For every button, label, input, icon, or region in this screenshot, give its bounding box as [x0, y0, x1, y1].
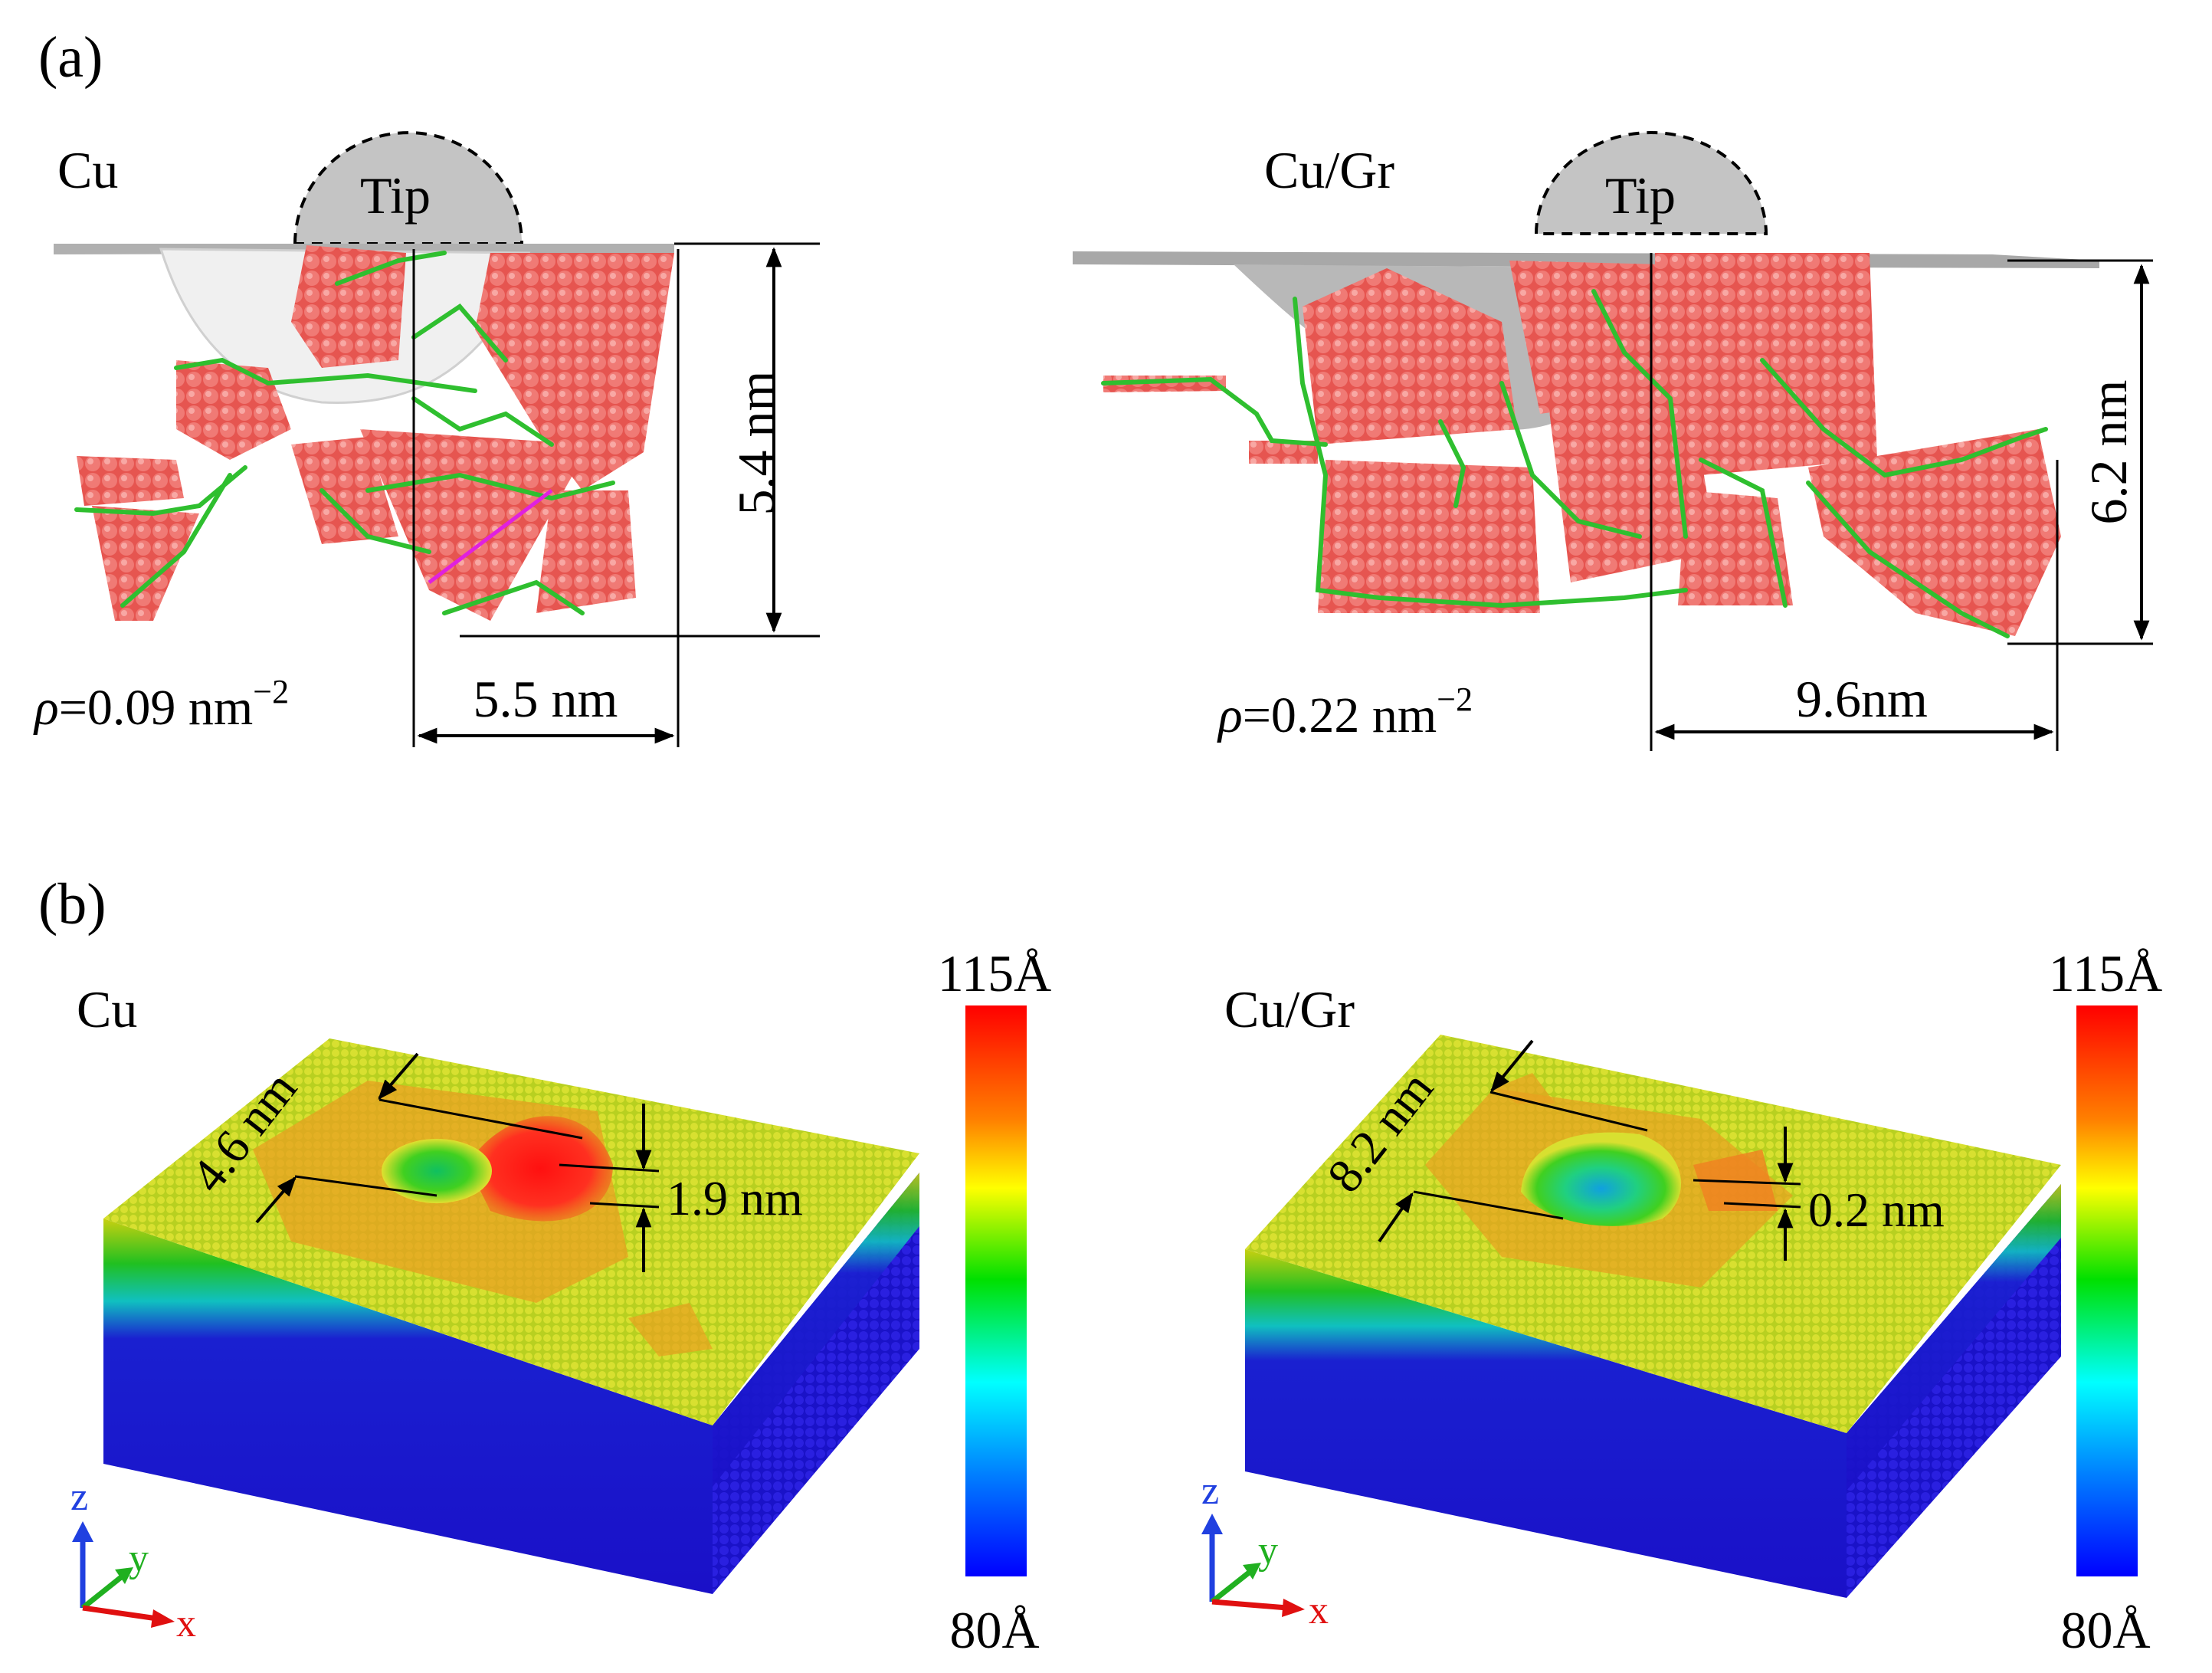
panel-a-cugr: Cu/Gr Tip 6.2 nm 9.6nm ρ=0.2	[1073, 131, 2153, 751]
panel-a-label: (a)	[38, 25, 103, 90]
atom-cluster	[92, 506, 199, 621]
dim-arrow	[255, 1176, 297, 1224]
dim-line	[378, 1098, 583, 1140]
density-label: ρ=0.09 nm−2	[33, 673, 289, 736]
panel-a-cu: Cu Tip 5.	[33, 131, 820, 747]
dim-line	[589, 1202, 660, 1209]
dim-line	[294, 1175, 437, 1197]
depth-label: 5.4 nm	[727, 371, 785, 516]
colorbar-min: 80Å	[2060, 1601, 2150, 1659]
panel-b-cugr: Cu/Gr 8.2 nm 0.2 nm z y x 115Å	[1201, 944, 2162, 1659]
cugr-label-a: Cu/Gr	[1264, 141, 1394, 199]
tip-shape	[293, 131, 524, 245]
axis-z-label: z	[1201, 1469, 1219, 1513]
dim-arrow	[1378, 1192, 1414, 1243]
surface-patch	[628, 1303, 713, 1356]
pileup-label: 1.9 nm	[667, 1171, 803, 1225]
atom-cluster	[1808, 429, 2061, 636]
atom-cluster	[1318, 460, 1540, 613]
width-label: 9.6nm	[1796, 670, 1928, 728]
atom-cluster	[291, 437, 398, 544]
axis-x-label: x	[1309, 1589, 1329, 1632]
axis-x-label: x	[176, 1602, 196, 1645]
atom-cluster	[77, 456, 184, 506]
tip-shape	[1534, 131, 1768, 235]
width-label: 5.5 nm	[474, 670, 618, 728]
cu-label-a: Cu	[57, 141, 118, 199]
atom-cluster	[536, 490, 636, 613]
partial-dislocation	[428, 489, 553, 584]
colorbar-min: 80Å	[949, 1601, 1039, 1659]
tip-label: Tip	[360, 166, 431, 225]
axis-triad: z y x	[70, 1475, 196, 1645]
colorbar	[2076, 1005, 2138, 1576]
colorbar-max: 115Å	[2049, 944, 2163, 1002]
atom-cluster	[1249, 441, 1318, 464]
dim-line	[1693, 1179, 1801, 1186]
atom-cluster	[1509, 261, 1663, 414]
dim-line	[559, 1163, 660, 1173]
atom-cluster	[475, 253, 674, 490]
block-front-face	[1245, 1249, 1847, 1598]
density-label: ρ=0.22 nm−2	[1217, 681, 1473, 743]
tip-label: Tip	[1605, 166, 1676, 225]
cugr-label-b: Cu/Gr	[1224, 980, 1355, 1038]
axis-triad: z y x	[1201, 1469, 1329, 1632]
block-front-face	[103, 1219, 713, 1594]
atom-cluster	[1303, 268, 1517, 444]
block-right-face-top	[713, 1173, 919, 1487]
colorbar	[965, 1005, 1027, 1576]
atom-cluster	[1678, 490, 1793, 605]
indent-pit	[1521, 1132, 1681, 1226]
dim-arrow	[1490, 1039, 1534, 1093]
dim-arrow	[378, 1052, 419, 1100]
colorbar-max: 115Å	[938, 944, 1052, 1002]
axis-y-label: y	[1258, 1529, 1278, 1573]
dim-line	[1723, 1202, 1801, 1209]
indent-pit	[382, 1139, 492, 1203]
atom-cluster	[360, 429, 590, 621]
panel-b-label: (b)	[38, 872, 107, 937]
pileup-label: 0.2 nm	[1808, 1183, 1945, 1237]
dim-line	[1489, 1091, 1648, 1132]
panel-b-cu: Cu 4.6 nm 1.9 nm z y x	[70, 944, 1051, 1659]
pileup-red	[467, 1116, 613, 1222]
dim-line	[1413, 1190, 1564, 1220]
axis-y-label: y	[129, 1537, 149, 1580]
cu-label-b: Cu	[77, 980, 137, 1038]
dislocation-lines	[1101, 289, 2048, 638]
block-right-face-top	[1847, 1184, 2061, 1491]
depth-label: 6.2 nm	[2079, 380, 2138, 525]
axis-z-label: z	[70, 1475, 88, 1519]
atom-cluster	[291, 245, 406, 368]
surface-patch	[1693, 1150, 1778, 1211]
atom-cluster	[176, 360, 291, 460]
